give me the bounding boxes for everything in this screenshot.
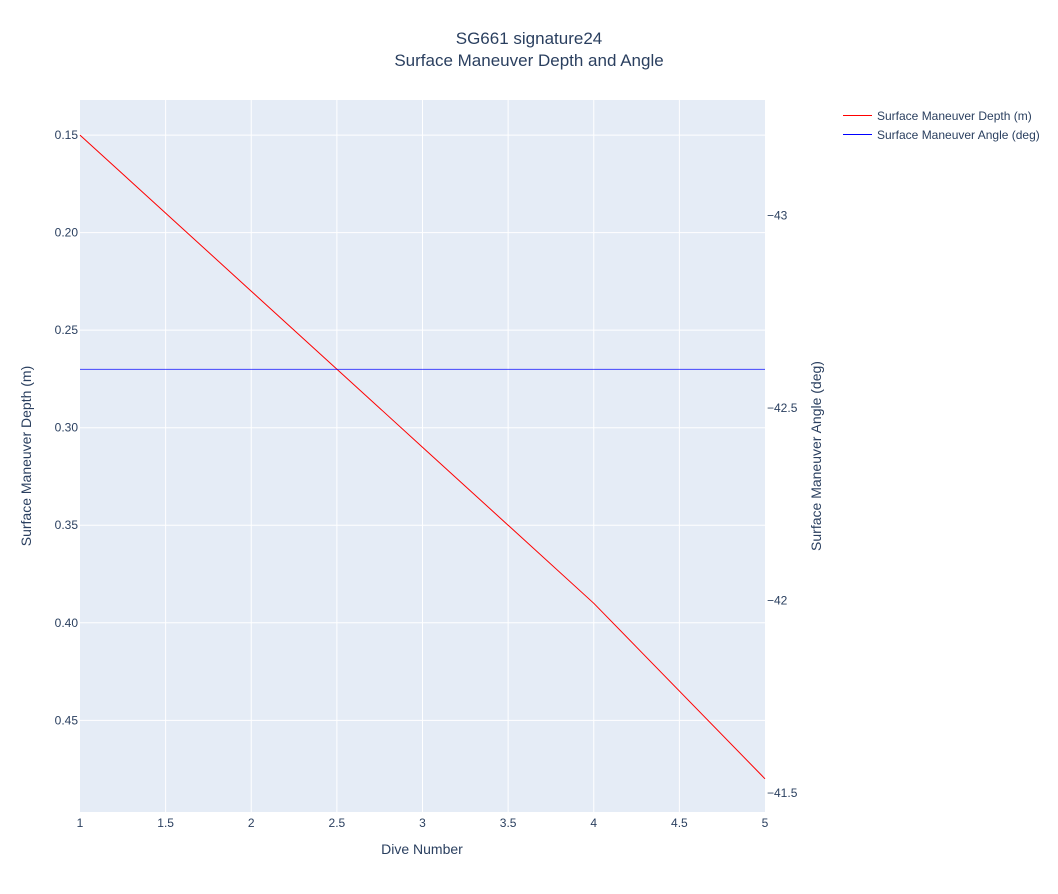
x-tick-label: 1 — [77, 816, 84, 830]
legend-item-depth[interactable]: Surface Maneuver Depth (m) — [843, 106, 1040, 125]
depth-series-line — [79, 134, 766, 780]
legend-label-depth: Surface Maneuver Depth (m) — [877, 108, 1032, 123]
x-axis-title: Dive Number — [381, 841, 463, 857]
x-tick-label: 5 — [762, 816, 769, 830]
y-axis-right-title: Surface Maneuver Angle (deg) — [808, 361, 824, 551]
legend-swatch-angle — [843, 134, 872, 135]
y-right-tick-label: −42 — [767, 593, 788, 607]
y-right-tick-label: −42.5 — [767, 401, 798, 415]
x-tick-label: 3.5 — [500, 816, 517, 830]
x-tick-label: 4 — [590, 816, 597, 830]
y-left-tick-label: 0.20 — [55, 226, 79, 240]
y-left-tick-label: 0.35 — [55, 518, 79, 532]
chart-title: SG661 signature24 — [455, 29, 603, 48]
y-axis-right-ticks: −43 −42.5 −42 −41.5 — [767, 208, 798, 799]
x-axis-ticks: 1 1.5 2 2.5 3 3.5 4 4.5 5 — [77, 816, 769, 830]
chart-subtitle: Surface Maneuver Depth and Angle — [394, 51, 664, 70]
legend[interactable]: Surface Maneuver Depth (m) Surface Maneu… — [843, 106, 1040, 144]
y-axis-left-ticks: 0.15 0.20 0.25 0.30 0.35 0.40 0.45 — [55, 128, 79, 727]
legend-item-angle[interactable]: Surface Maneuver Angle (deg) — [843, 125, 1040, 144]
y-left-tick-label: 0.45 — [55, 713, 79, 727]
y-right-tick-label: −43 — [767, 208, 788, 222]
x-tick-label: 3 — [419, 816, 426, 830]
y-right-tick-label: −41.5 — [767, 786, 798, 800]
y-left-tick-label: 0.15 — [55, 128, 79, 142]
grid-lines — [80, 100, 765, 812]
series-lines — [79, 134, 766, 780]
chart-title-block: SG661 signature24 Surface Maneuver Depth… — [0, 28, 1058, 72]
x-tick-label: 2 — [248, 816, 255, 830]
x-tick-label: 2.5 — [329, 816, 346, 830]
y-axis-left-title: Surface Maneuver Depth (m) — [18, 366, 34, 547]
y-left-tick-label: 0.25 — [55, 323, 79, 337]
legend-swatch-depth — [843, 115, 872, 116]
x-tick-label: 1.5 — [157, 816, 174, 830]
y-left-tick-label: 0.30 — [55, 421, 79, 435]
legend-label-angle: Surface Maneuver Angle (deg) — [877, 127, 1040, 142]
y-left-tick-label: 0.40 — [55, 616, 79, 630]
x-tick-label: 4.5 — [671, 816, 688, 830]
